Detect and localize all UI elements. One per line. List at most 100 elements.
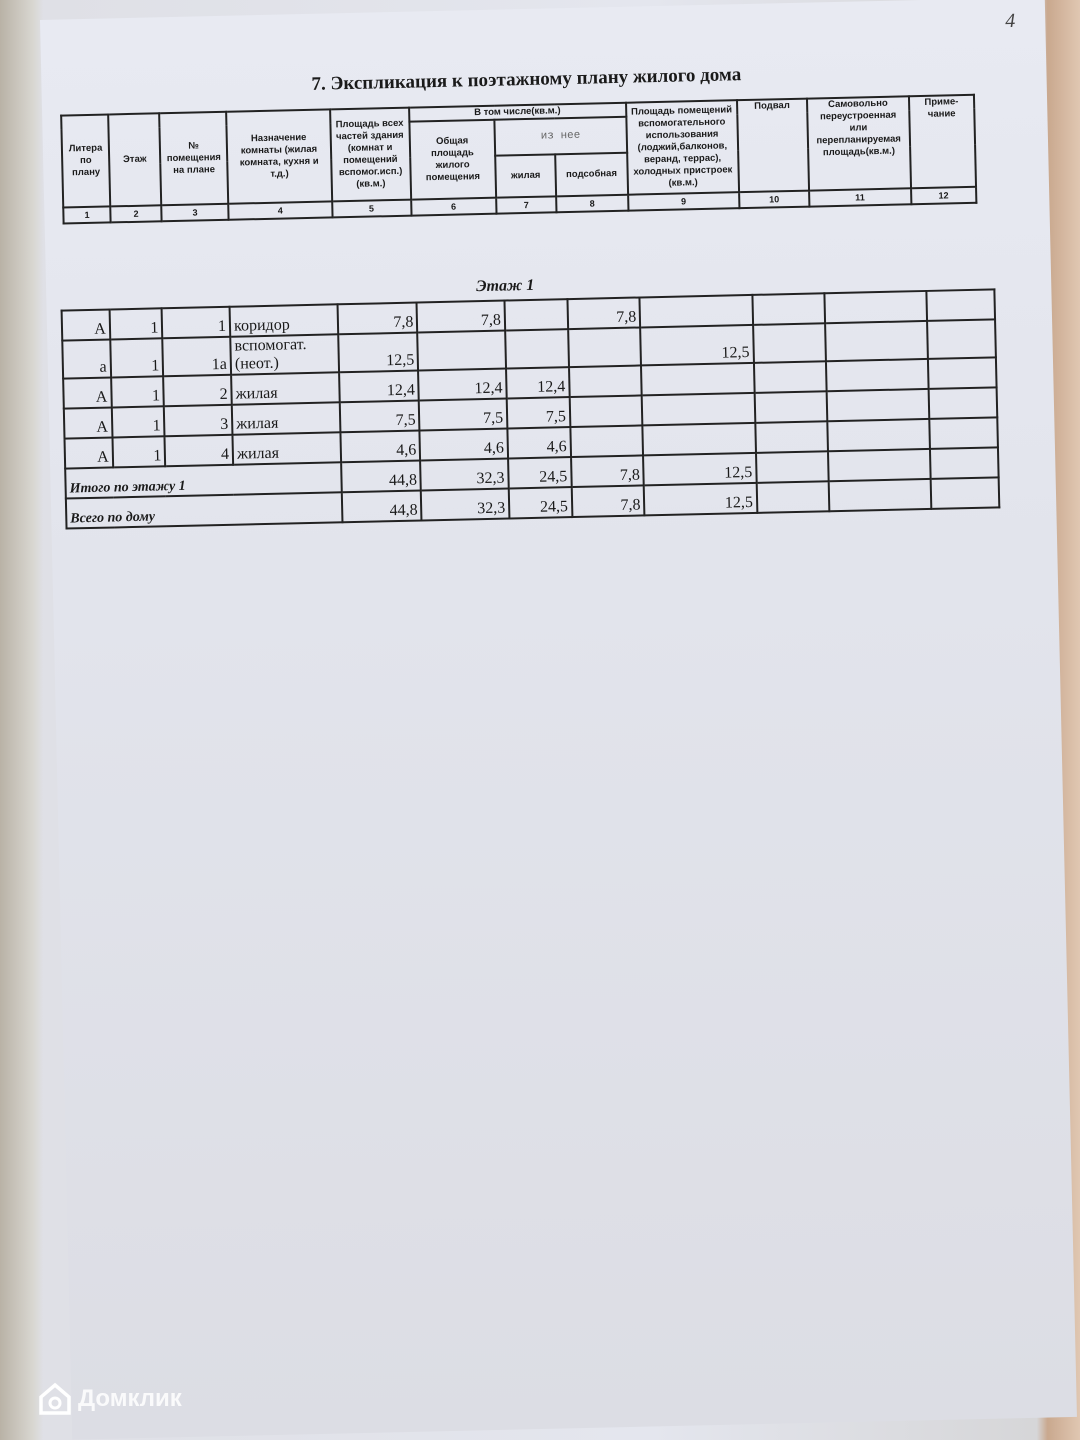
- col-header: Приме-чание: [908, 94, 977, 189]
- document-title: 7. Экспликация к поэтажному плану жилого…: [311, 64, 742, 95]
- table-cell: коридор: [229, 304, 339, 337]
- total-cell: 32,3: [421, 488, 510, 521]
- col-header: Площадь всех частей здания (комнат и пом…: [329, 107, 411, 202]
- table-cell: [569, 395, 643, 428]
- table-cell: [824, 290, 928, 324]
- table-cell: А: [63, 407, 113, 439]
- table-cell: [570, 425, 644, 458]
- table-cell: жилая: [231, 372, 340, 405]
- table-cell: [568, 365, 643, 398]
- table-cell: А: [63, 377, 112, 409]
- table-cell: [929, 387, 998, 419]
- table-cell: 1: [109, 308, 163, 340]
- total-cell: 24,5: [508, 487, 573, 519]
- table-cell: [567, 327, 642, 368]
- table-header: Литера по плану Этаж № помещения на план…: [60, 94, 977, 225]
- col-number: 3: [161, 203, 229, 222]
- table-cell: 7,5: [419, 398, 508, 431]
- table-cell: 1: [110, 376, 165, 408]
- table-cell: [826, 388, 930, 422]
- col-header: Этаж: [108, 113, 162, 207]
- table-cell: [927, 319, 996, 359]
- total-cell: 7,8: [570, 455, 645, 488]
- floor-label: Этаж 1: [475, 276, 535, 296]
- table-cell: 1: [112, 436, 166, 468]
- watermark-text: Домклик: [78, 1385, 182, 1412]
- table-cell: жилая: [232, 432, 341, 465]
- total-cell: 32,3: [420, 458, 509, 491]
- table-body: А 1 1 коридор 7,8 7,8 7,8 а 1 1а вспомогат.(неот.)…: [61, 288, 1001, 529]
- table-cell: 1а: [162, 336, 232, 377]
- table-cell: [505, 329, 569, 369]
- col-number: 4: [228, 201, 333, 220]
- col-header: Площадь помещений вспомогательного испол…: [625, 100, 740, 195]
- col-header: Литера по плану: [61, 114, 111, 208]
- table-cell: 4,6: [419, 428, 509, 461]
- col-number: 8: [556, 194, 629, 213]
- table-cell: вспомогат.(неот.): [230, 334, 339, 375]
- table-cell: 2: [163, 374, 232, 407]
- table-cell: [642, 392, 756, 426]
- col-number: 10: [739, 190, 810, 209]
- table-cell: 12,5: [640, 324, 754, 366]
- table-cell: 12,4: [506, 367, 570, 399]
- table-cell: 12,5: [338, 332, 419, 373]
- table-cell: [928, 357, 997, 389]
- document-page: 4 7. Экспликация к поэтажному плану жило…: [40, 0, 1077, 1440]
- table-cell: [827, 418, 931, 452]
- table-cell: А: [64, 437, 113, 469]
- table-cell: [504, 299, 568, 331]
- total-cell: [930, 447, 999, 479]
- domclick-logo-icon: [39, 1382, 71, 1415]
- table-cell: 7,8: [337, 302, 418, 335]
- table-cell: 7,5: [506, 397, 571, 429]
- col-header: № помещения на плане: [159, 111, 229, 206]
- col-number: 11: [808, 188, 912, 207]
- page-number: 4: [1005, 9, 1016, 33]
- col-number: 2: [110, 205, 162, 223]
- table-cell: 1: [111, 406, 165, 438]
- total-cell: 12,5: [643, 452, 757, 486]
- table-cell: [639, 294, 753, 328]
- watermark: Домклик: [38, 1382, 182, 1416]
- total-cell: [756, 481, 830, 513]
- total-cell: [755, 451, 829, 483]
- table-cell: [417, 330, 507, 371]
- total-label: Всего по дому: [65, 492, 343, 529]
- table-cell: жилая: [231, 402, 341, 435]
- table-cell: 4,6: [507, 427, 571, 459]
- table-cell: 7,8: [416, 300, 506, 333]
- col-header: Подвал: [736, 98, 809, 193]
- table-cell: 4: [164, 434, 234, 467]
- table-cell: [754, 391, 828, 423]
- table-cell: [755, 421, 829, 453]
- total-cell: 44,8: [340, 460, 422, 493]
- total-cell: 44,8: [341, 490, 422, 523]
- table-cell: [752, 293, 826, 325]
- table-cell: [826, 358, 930, 392]
- table-cell: а: [62, 339, 111, 379]
- col-number: 6: [410, 197, 497, 216]
- table-cell: 3: [164, 404, 233, 437]
- col-number: 12: [910, 186, 977, 205]
- table-cell: 12,4: [418, 368, 507, 401]
- table-cell: А: [61, 309, 111, 341]
- col-header: жилая: [495, 154, 557, 198]
- col-number: 7: [496, 196, 557, 214]
- table-cell: 1: [162, 306, 231, 339]
- total-cell: 7,8: [571, 485, 645, 518]
- table-cell: 12,4: [338, 370, 420, 403]
- table-cell: [926, 289, 996, 321]
- col-header: Назначение комнаты (жилая комната, кухня…: [226, 109, 332, 204]
- table-cell: [642, 422, 756, 456]
- table-cell: 7,5: [339, 400, 420, 433]
- col-header: Самовольно переустроенная или перепланир…: [806, 96, 911, 191]
- total-cell: [828, 448, 932, 482]
- col-header: подсобная: [555, 152, 628, 197]
- total-cell: [931, 477, 1000, 509]
- table-cell: 4,6: [340, 430, 421, 463]
- sub-group-header: из нее: [494, 116, 627, 156]
- total-cell: 12,5: [644, 482, 758, 516]
- total-cell: 24,5: [508, 457, 572, 489]
- table-cell: [825, 320, 929, 362]
